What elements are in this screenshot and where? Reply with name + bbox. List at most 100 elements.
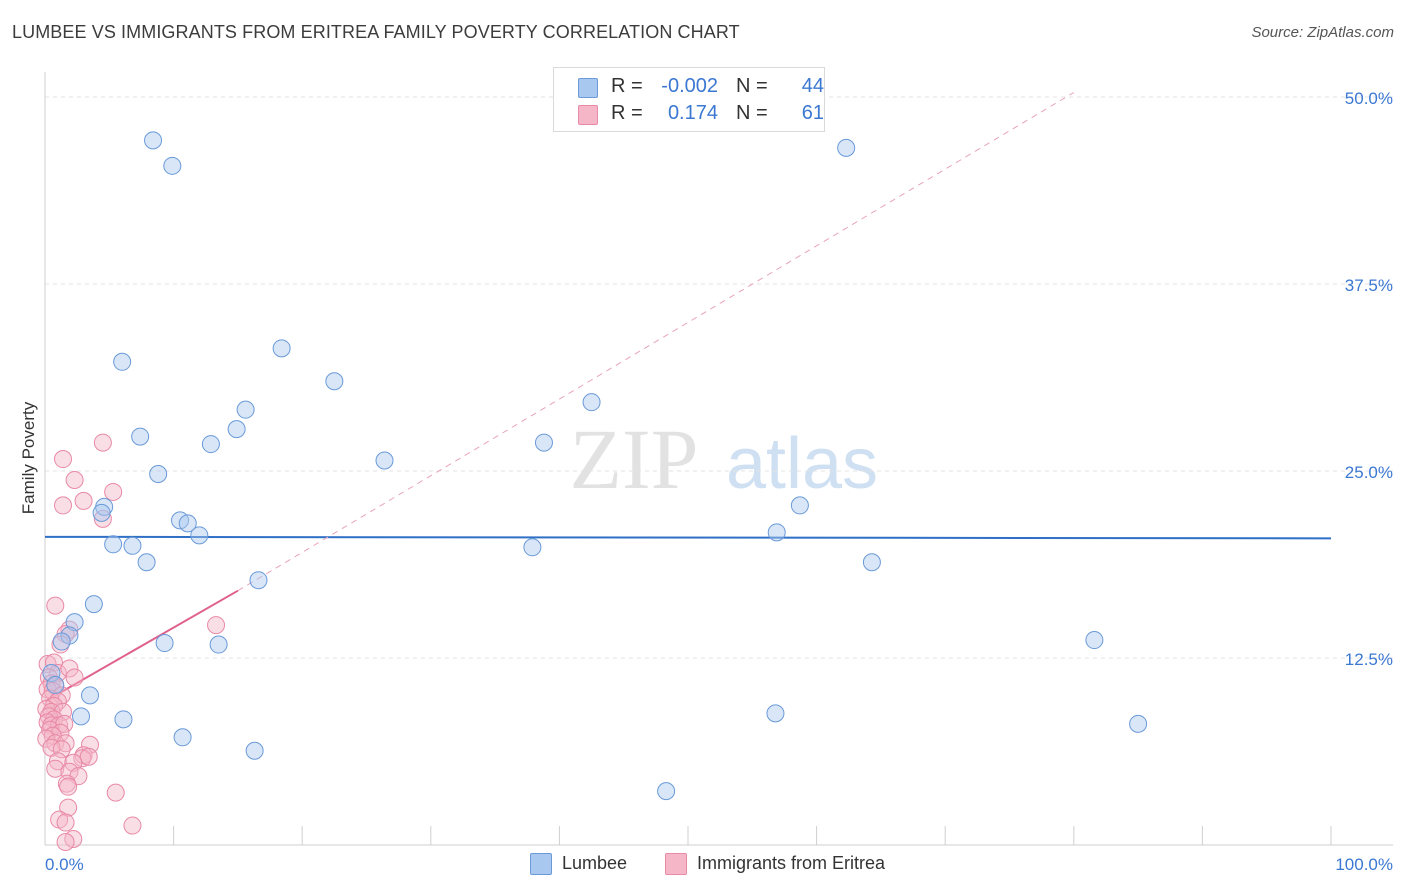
data-point-lumbee[interactable] xyxy=(582,393,601,412)
data-point-lumbee[interactable] xyxy=(173,728,192,747)
data-point-eritrea[interactable] xyxy=(59,798,78,817)
data-point-lumbee[interactable] xyxy=(155,634,174,653)
legend-label-lumbee: Lumbee xyxy=(562,853,628,873)
data-point-eritrea[interactable] xyxy=(60,762,79,781)
r-value-eritrea: 0.174 xyxy=(667,102,718,124)
legend-label-eritrea: Immigrants from Eritrea xyxy=(697,853,886,873)
n-label: N = xyxy=(736,75,768,97)
data-point-lumbee[interactable] xyxy=(81,686,100,705)
n-value-eritrea: 61 xyxy=(801,102,824,124)
data-point-lumbee[interactable] xyxy=(249,571,268,590)
legend-swatch-eritrea xyxy=(665,853,687,875)
data-point-eritrea[interactable] xyxy=(54,450,73,469)
data-point-eritrea[interactable] xyxy=(56,813,75,832)
data-point-lumbee[interactable] xyxy=(46,675,65,694)
data-point-eritrea[interactable] xyxy=(60,659,79,678)
x-tick-label: 0.0% xyxy=(45,855,84,874)
r-label: R = xyxy=(611,102,643,124)
data-point-eritrea[interactable] xyxy=(46,759,65,778)
data-point-eritrea[interactable] xyxy=(65,470,84,489)
data-point-lumbee[interactable] xyxy=(190,526,209,545)
legend-swatch-lumbee xyxy=(578,78,598,98)
data-point-lumbee[interactable] xyxy=(104,535,123,554)
zipatlas-watermark: ZIP atlas xyxy=(570,411,879,507)
data-point-eritrea[interactable] xyxy=(56,833,75,852)
data-point-lumbee[interactable] xyxy=(178,514,197,533)
data-point-eritrea[interactable] xyxy=(123,816,142,835)
data-point-lumbee[interactable] xyxy=(114,710,133,729)
trendline-eritrea xyxy=(44,589,239,703)
y-tick-label: 50.0% xyxy=(1345,89,1393,108)
legend-swatch-eritrea xyxy=(578,105,598,125)
data-point-eritrea[interactable] xyxy=(74,491,93,510)
data-point-lumbee[interactable] xyxy=(375,451,394,470)
data-point-lumbee[interactable] xyxy=(227,420,246,439)
data-point-lumbee[interactable] xyxy=(862,553,881,572)
correlation-legend: R = -0.002 N = 44 R = 0.174 N = 61 xyxy=(553,67,825,132)
data-point-eritrea[interactable] xyxy=(59,777,78,796)
source-credit: Source: ZipAtlas.com xyxy=(1251,24,1394,41)
trendline-eritrea-extension xyxy=(237,92,1075,592)
data-point-lumbee[interactable] xyxy=(766,704,785,723)
data-point-eritrea[interactable] xyxy=(207,616,226,635)
data-point-lumbee[interactable] xyxy=(201,435,220,454)
legend-swatch-lumbee xyxy=(530,853,552,875)
data-point-lumbee[interactable] xyxy=(657,782,676,801)
data-point-eritrea[interactable] xyxy=(93,433,112,452)
watermark-atlas: atlas xyxy=(726,424,878,504)
data-point-lumbee[interactable] xyxy=(236,400,255,419)
data-point-lumbee[interactable] xyxy=(52,632,71,651)
data-point-lumbee[interactable] xyxy=(209,635,228,654)
data-point-eritrea[interactable] xyxy=(52,740,71,759)
trendline-lumbee xyxy=(44,535,1332,540)
n-label: N = xyxy=(736,102,768,124)
data-point-lumbee[interactable] xyxy=(42,663,61,682)
data-point-eritrea[interactable] xyxy=(46,596,65,615)
x-tick-label: 100.0% xyxy=(1335,855,1393,874)
data-point-eritrea[interactable] xyxy=(48,752,67,771)
r-value-lumbee: -0.002 xyxy=(661,75,718,97)
y-tick-label: 37.5% xyxy=(1345,276,1393,295)
data-point-lumbee[interactable] xyxy=(1129,714,1148,733)
data-point-lumbee[interactable] xyxy=(523,538,542,557)
data-point-lumbee[interactable] xyxy=(84,595,103,614)
data-point-eritrea[interactable] xyxy=(54,496,73,515)
data-point-eritrea[interactable] xyxy=(106,783,125,802)
chart-title: LUMBEE VS IMMIGRANTS FROM ERITREA FAMILY… xyxy=(12,22,740,42)
y-tick-label: 12.5% xyxy=(1345,650,1393,669)
data-point-eritrea[interactable] xyxy=(37,729,56,748)
data-point-lumbee[interactable] xyxy=(325,372,344,391)
y-tick-label: 25.0% xyxy=(1345,463,1393,482)
n-value-lumbee: 44 xyxy=(801,75,824,97)
data-point-lumbee[interactable] xyxy=(65,613,84,632)
data-point-eritrea[interactable] xyxy=(57,774,76,793)
data-point-lumbee[interactable] xyxy=(1085,631,1104,650)
series-legend: Lumbee Immigrants from Eritrea xyxy=(0,851,1406,877)
data-point-lumbee[interactable] xyxy=(534,433,553,452)
data-point-lumbee[interactable] xyxy=(131,427,150,446)
data-point-eritrea[interactable] xyxy=(64,753,83,772)
data-point-eritrea[interactable] xyxy=(73,749,92,768)
data-point-lumbee[interactable] xyxy=(272,339,291,358)
r-label: R = xyxy=(611,75,643,97)
data-point-lumbee[interactable] xyxy=(790,496,809,515)
data-point-eritrea[interactable] xyxy=(79,747,98,766)
data-point-lumbee[interactable] xyxy=(123,536,142,555)
data-point-lumbee[interactable] xyxy=(245,741,264,760)
watermark-zip: ZIP xyxy=(570,411,699,507)
y-axis-label: Family Poverty xyxy=(19,401,38,514)
data-point-lumbee[interactable] xyxy=(92,503,111,522)
data-point-lumbee[interactable] xyxy=(72,707,91,726)
data-point-eritrea[interactable] xyxy=(38,654,57,673)
data-point-lumbee[interactable] xyxy=(767,523,786,542)
data-point-lumbee[interactable] xyxy=(144,131,163,150)
data-point-lumbee[interactable] xyxy=(149,464,168,483)
data-point-lumbee[interactable] xyxy=(163,156,182,175)
data-point-lumbee[interactable] xyxy=(113,352,132,371)
data-point-eritrea[interactable] xyxy=(65,668,84,687)
data-point-lumbee[interactable] xyxy=(837,138,856,157)
data-point-eritrea[interactable] xyxy=(48,663,67,682)
data-point-lumbee[interactable] xyxy=(137,553,156,572)
data-point-eritrea[interactable] xyxy=(104,482,123,501)
